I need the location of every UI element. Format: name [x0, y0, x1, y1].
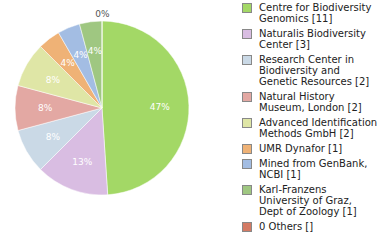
html-text:Advanced Identification Method: Advanced Identification Methods GmbH [2]	[259, 117, 378, 139]
html-text:Karl-Franzens University of Gr: Karl-Franzens University of Graz, Dept o…	[259, 184, 357, 217]
svg-text:4%: 4%	[60, 57, 75, 68]
svg-text:13%: 13%	[72, 157, 92, 167]
svg-text:4%: 4%	[73, 50, 88, 60]
html-text:Natural History Museum, London: Natural History Museum, London [2]	[259, 91, 362, 113]
html-text:Mined from GenBank, NCBI [1]: Mined from GenBank, NCBI [1]	[259, 158, 368, 180]
svg-text:8%: 8%	[46, 132, 61, 142]
svg-text:4%: 4%	[88, 46, 103, 56]
svg-text:47%: 47%	[150, 102, 170, 112]
html-text:UMR Dynafor [1]: UMR Dynafor [1]	[259, 143, 343, 154]
html-text:Naturalis Biodiversity Center: Naturalis Biodiversity Center [3]	[259, 28, 366, 50]
html-text:Centre for Biodiversity Genomi: Centre for Biodiversity Genomics [11]	[259, 2, 372, 24]
html-text:0 Others []: 0 Others []	[259, 221, 314, 232]
svg-text:0%: 0%	[95, 9, 110, 19]
html-text:Research Center in Biodiversit: Research Center in Biodiversity and Gene…	[259, 54, 370, 87]
svg-text:8%: 8%	[46, 75, 61, 85]
svg-text:8%: 8%	[38, 103, 53, 113]
